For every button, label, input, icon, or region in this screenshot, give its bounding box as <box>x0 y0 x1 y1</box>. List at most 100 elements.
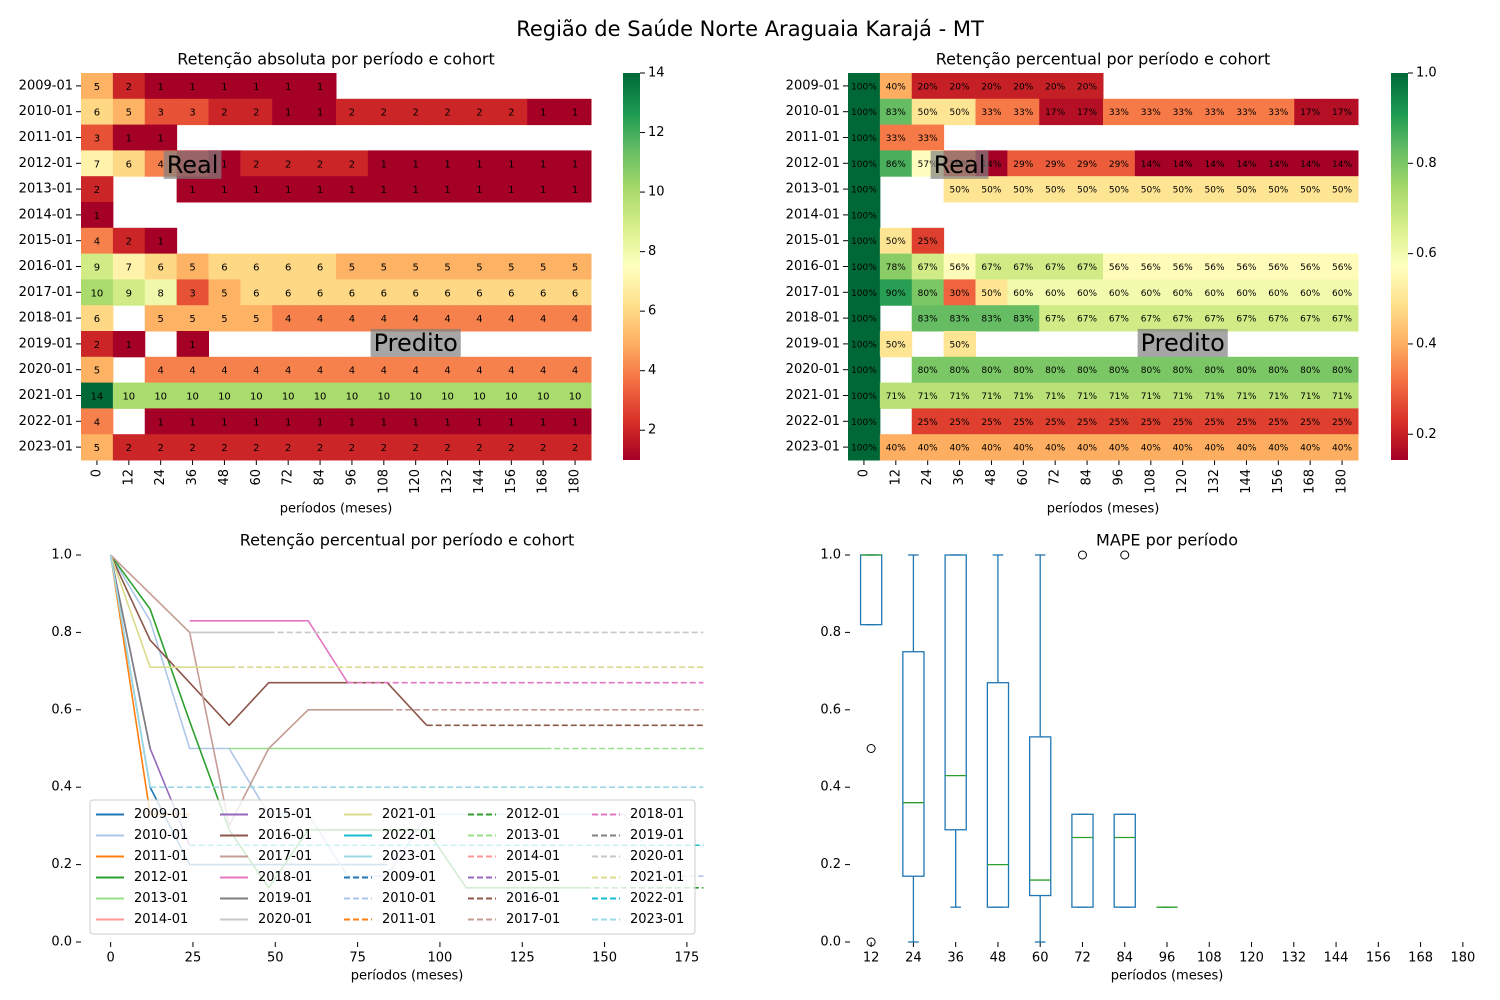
cell-label: 50% <box>1013 186 1033 196</box>
cell-label: 100% <box>851 289 877 299</box>
cell-label: 71% <box>981 392 1001 402</box>
heatmap-cell <box>1071 305 1104 332</box>
heatmap-cell <box>304 98 337 126</box>
y-tick-label: 2010-01 <box>786 104 840 119</box>
heatmap-cell <box>304 305 337 332</box>
heatmap-cell <box>1198 305 1231 332</box>
legend-label: 2020-01 <box>258 912 312 927</box>
cell-label: 33% <box>918 134 938 144</box>
x-tick-label: 175 <box>674 951 699 966</box>
heatmap-cell <box>336 253 369 280</box>
cell-label: 1 <box>572 417 578 428</box>
y-tick-label: 2023-01 <box>19 440 73 455</box>
heatmap-cell <box>367 408 401 435</box>
cell-label: 100% <box>851 366 877 376</box>
heatmap-cell <box>1166 176 1200 203</box>
cell-label: 5 <box>221 314 227 325</box>
heatmap-cell <box>112 150 146 177</box>
x-tick-label: 144 <box>1324 951 1349 966</box>
heatmap-cell <box>240 73 273 100</box>
heatmap-cell <box>911 124 945 151</box>
y-tick-label: 0.8 <box>51 625 72 640</box>
heatmap-cell <box>240 253 273 280</box>
cell-label: 10 <box>122 392 135 403</box>
heatmap-cell <box>527 382 560 409</box>
cell-label: 67% <box>1173 315 1193 325</box>
cell-label: 1 <box>158 134 164 145</box>
cell-label: 10 <box>409 392 422 403</box>
heatmap-cell <box>272 73 305 100</box>
heatmap-cell <box>1103 434 1136 461</box>
cell-label: 4 <box>221 366 227 377</box>
heatmap-cell <box>1294 434 1327 461</box>
heatmap-cell <box>1103 408 1136 435</box>
cell-label: 67% <box>1300 315 1320 325</box>
heatmap-cell <box>208 98 241 126</box>
cell-label: 67% <box>1077 315 1097 325</box>
cell-label: 6 <box>317 263 323 274</box>
heatmap-cell <box>1166 434 1200 461</box>
heatmap-cell <box>367 176 401 203</box>
cell-label: 4 <box>476 314 482 325</box>
cell-label: 10 <box>346 392 359 403</box>
heatmap-cell <box>81 305 114 332</box>
heatmap-cell <box>144 253 178 280</box>
cell-label: 14 <box>91 392 104 403</box>
x-tick-label: 108 <box>376 469 391 494</box>
x-axis-label: períodos (meses) <box>280 502 393 517</box>
cell-label: 60% <box>1077 289 1097 299</box>
x-tick-label: 168 <box>536 469 551 494</box>
heatmap-cell <box>1198 176 1231 203</box>
legend-label: 2022-01 <box>630 891 684 906</box>
annotation-box <box>1137 328 1228 357</box>
y-tick-label: 2013-01 <box>19 182 73 197</box>
heatmap-cell <box>495 150 528 177</box>
heatmap-cell <box>1071 73 1104 100</box>
y-tick-label: 2017-01 <box>786 285 840 300</box>
cell-label: 50% <box>1141 186 1161 196</box>
cell-label: 20% <box>1013 82 1033 92</box>
heatmap-cell <box>1103 382 1136 409</box>
y-tick-label: 2020-01 <box>19 362 73 377</box>
cell-label: 40% <box>1013 444 1033 454</box>
heatmap-cell <box>304 356 337 384</box>
x-tick-label: 12 <box>888 469 903 486</box>
heatmap-cell <box>559 279 592 306</box>
cell-label: 1 <box>476 185 482 196</box>
series-line <box>109 554 428 727</box>
cell-label: 56% <box>1268 263 1288 273</box>
cell-label: 1 <box>189 185 195 196</box>
legend-label: 2023-01 <box>630 912 684 927</box>
cell-label: 25% <box>1332 418 1352 428</box>
heatmap-cell <box>975 305 1008 332</box>
cell-label: 6 <box>413 288 419 299</box>
heatmap-cell <box>463 176 496 203</box>
heatmap-cell <box>208 305 241 332</box>
heatmap-cell <box>943 98 976 126</box>
cell-label: 80% <box>1141 366 1161 376</box>
cell-label: 80% <box>1205 366 1225 376</box>
cell-label: 71% <box>886 392 906 402</box>
heatmap-cell <box>1103 279 1136 306</box>
cell-label: 40% <box>1332 444 1352 454</box>
cell-label: 67% <box>1205 315 1225 325</box>
heatmap-cell <box>272 382 305 409</box>
cell-label: 2 <box>444 108 450 119</box>
heatmap-cell <box>144 356 178 384</box>
x-tick-label: 100 <box>428 951 453 966</box>
cell-label: 50% <box>886 340 906 350</box>
cell-label: 1 <box>572 159 578 170</box>
cell-label: 4 <box>476 366 482 377</box>
cell-label: 33% <box>1173 108 1193 118</box>
heatmap-cell <box>272 253 305 280</box>
cell-label: 60% <box>1332 289 1352 299</box>
cell-label: 1 <box>221 159 227 170</box>
heatmap-cell <box>1039 253 1072 280</box>
cell-label: 14% <box>1300 160 1320 170</box>
x-tick-label: 36 <box>952 469 967 486</box>
x-tick-label: 120 <box>1175 469 1190 494</box>
x-tick-label: 36 <box>185 469 200 486</box>
heatmap-cell <box>559 382 592 409</box>
y-tick-label: 2021-01 <box>786 388 840 403</box>
heatmap-cell <box>879 253 913 280</box>
